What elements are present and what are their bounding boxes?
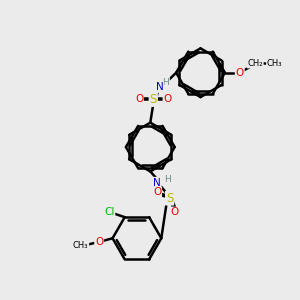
Text: N: N — [153, 178, 160, 188]
Text: S: S — [150, 93, 157, 106]
Text: O: O — [135, 94, 143, 104]
Text: Cl: Cl — [104, 207, 115, 217]
Text: CH₂: CH₂ — [248, 59, 263, 68]
Text: O: O — [164, 94, 172, 104]
Text: S: S — [166, 192, 173, 205]
Text: N: N — [156, 82, 164, 92]
Text: H: H — [162, 78, 169, 87]
Text: CH₃: CH₃ — [73, 241, 88, 250]
Text: O: O — [153, 187, 161, 197]
Text: O: O — [170, 207, 178, 218]
Text: O: O — [95, 237, 103, 247]
Text: CH₃: CH₃ — [267, 59, 282, 68]
Text: O: O — [236, 68, 244, 78]
Text: H: H — [164, 175, 171, 184]
